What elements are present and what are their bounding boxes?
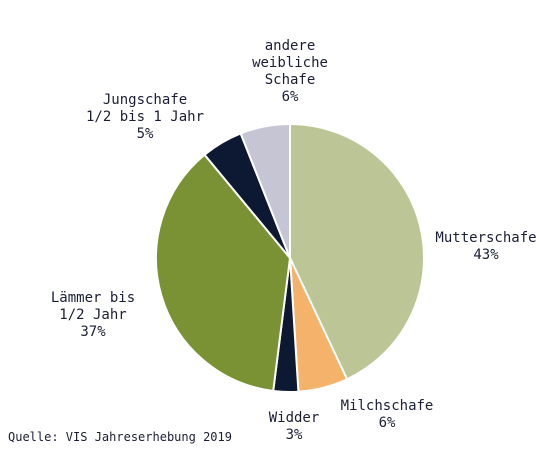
slice-value-label: 37%: [80, 324, 106, 340]
slice-label: andere weibliche Schafe: [252, 38, 328, 88]
slice-value-label: 6%: [378, 415, 396, 431]
slice-value-label: 5%: [136, 126, 154, 142]
slice-label: Jungschafe 1/2 bis 1 Jahr: [85, 92, 205, 125]
slice-label: Widder: [268, 410, 320, 426]
slice-value-label: 43%: [473, 247, 499, 263]
slice-label: Mutterschafe: [435, 230, 537, 246]
slice-value-label: 3%: [285, 427, 303, 443]
pie-slice: [239, 122, 291, 259]
source-note: Quelle: VIS Jahreserhebung 2019: [8, 430, 232, 444]
slice-value-label: 6%: [281, 89, 299, 105]
pie-slice: [155, 153, 292, 393]
slice-label: Lämmer bis 1/2 Jahr: [50, 290, 136, 323]
pie-slice: [289, 122, 425, 381]
slice-label: Milchschafe: [340, 398, 434, 414]
